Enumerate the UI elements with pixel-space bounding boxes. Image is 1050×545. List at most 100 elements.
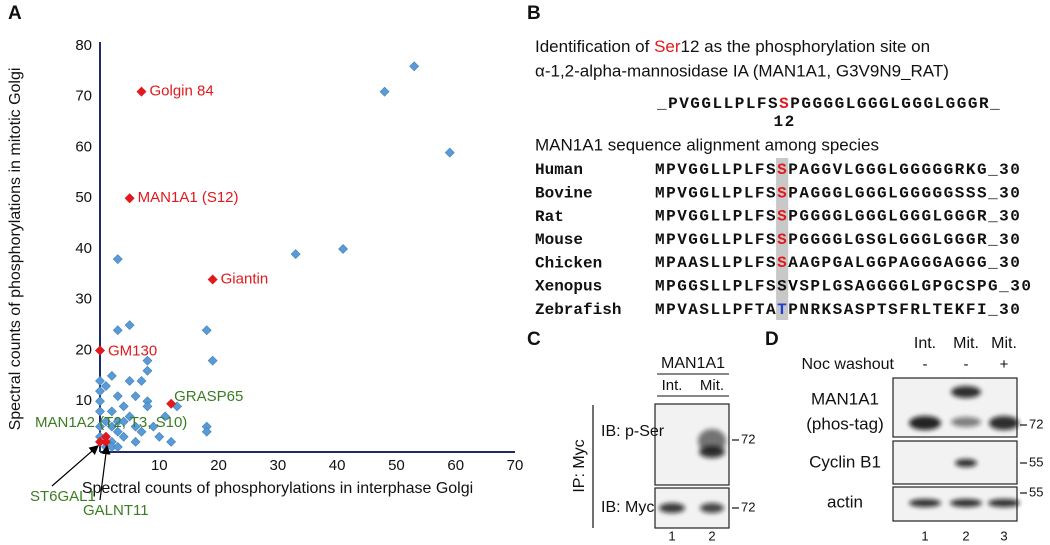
- label-arrow: [51, 445, 99, 487]
- data-point: [148, 421, 159, 432]
- sequence: MPVGGLLPLFSSPAGGVLGGGLGGGGGRKG_30: [655, 161, 1021, 179]
- data-point: [124, 376, 135, 386]
- data-point: [95, 406, 105, 417]
- seq-end: _30: [987, 254, 1021, 272]
- data-point: [112, 426, 123, 437]
- alignment-title: MAN1A1 sequence alignment among species: [535, 135, 879, 154]
- panel-letter: D: [765, 329, 779, 350]
- x-tick-label: 50: [388, 457, 405, 474]
- alignment-highlight: [776, 158, 789, 320]
- data-point: [118, 431, 129, 442]
- species: Mouse: [535, 231, 583, 249]
- highlight-point: [166, 398, 177, 409]
- data-point: [136, 426, 147, 437]
- y-tick-label: 10: [75, 392, 92, 409]
- lane-header: Int.: [662, 377, 683, 394]
- title-line: Identification of Ser12 as the phosphory…: [535, 37, 930, 56]
- point-label: GM130: [108, 342, 157, 359]
- point-label: GALNT11: [83, 502, 149, 519]
- point-label: Golgin 84: [150, 83, 214, 100]
- treatment-sign: -: [964, 356, 969, 373]
- peptide-seq: _PVGGLLPLFS: [656, 95, 779, 113]
- y-tick-label: 20: [75, 341, 92, 358]
- marker-label: 72: [741, 499, 755, 514]
- seq-residue: S: [777, 208, 788, 226]
- y-tick-label: 30: [75, 291, 92, 308]
- highlight-point: [136, 86, 147, 97]
- data-point: [201, 426, 212, 437]
- lane-header: Mit.: [953, 335, 979, 352]
- data-point: [112, 254, 123, 265]
- band: [909, 499, 941, 507]
- data-point: [124, 320, 135, 331]
- highlight-point: [95, 345, 105, 356]
- label-arrow: [99, 444, 111, 501]
- seq: MPVGGLLPLFS: [655, 231, 777, 249]
- sequence: MPVGGLLPLFSSPGGGGLGSGLGGGLGGGR_30: [655, 231, 1021, 249]
- data-point: [201, 325, 212, 336]
- lane-header: Mit.: [991, 335, 1017, 352]
- highlight-point: [95, 436, 105, 447]
- x-tick-label: 60: [447, 457, 464, 474]
- x-tick-label: 20: [210, 457, 227, 474]
- sequence: MPVGGLLPLFSSPAGGGLGGGLGGGGGSSS_30: [655, 185, 1021, 203]
- seq: AAGPGALGGPAGGGAGGG: [788, 254, 988, 272]
- data-point: [142, 365, 153, 376]
- band: [909, 416, 941, 430]
- x-axis-label: Spectral counts of phosphorylations in i…: [82, 480, 473, 497]
- band: [659, 503, 685, 513]
- data-point: [379, 86, 390, 97]
- band: [955, 459, 977, 467]
- site-number: 12: [774, 113, 796, 131]
- highlight-point: [124, 193, 135, 204]
- peptide: _PVGGLLPLFSSPGGGGLGGGLGGGLGGGR_: [656, 95, 1001, 113]
- marker-label: 72: [1029, 416, 1043, 431]
- data-point: [101, 416, 111, 427]
- data-point: [444, 147, 455, 158]
- data-point: [95, 421, 105, 432]
- data-point: [106, 370, 117, 381]
- data-point: [154, 431, 165, 442]
- point-label: MAN1A1 (S12): [138, 189, 239, 206]
- seq-residue: T: [777, 301, 788, 319]
- seq: MPVGGLLPLFS: [655, 161, 777, 179]
- title-line: α-1,2-alpha-mannosidase IA (MAN1A1, G3V9…: [535, 61, 949, 80]
- species: Human: [535, 161, 583, 179]
- data-point: [101, 381, 111, 391]
- data-point: [338, 244, 348, 254]
- point-label: GRASP65: [174, 388, 243, 405]
- data-point: [130, 421, 141, 432]
- seq-end: _30: [987, 161, 1021, 179]
- title-text: 12 as the phosphorylation site on: [681, 37, 931, 56]
- seq: MPVGGLLPLFS: [655, 185, 777, 203]
- point-label: Giantin: [221, 270, 269, 287]
- data-point: [142, 355, 153, 366]
- data-point: [112, 442, 123, 452]
- data-point: [95, 396, 105, 407]
- seq: MPAASLLPLFS: [655, 254, 777, 272]
- y-tick-label: 80: [75, 37, 92, 54]
- blot-label: IB: p-Ser: [601, 423, 665, 440]
- band: [950, 499, 982, 507]
- data-point: [142, 401, 153, 412]
- y-tick-label: 70: [75, 88, 92, 105]
- sequence: MPGGSLLPLFSSVSPLGSAGGGGLGPGCSPG_30: [655, 278, 1032, 296]
- data-point: [106, 406, 117, 417]
- lane-number: 3: [1000, 528, 1007, 543]
- point-label: ST6GAL1: [30, 488, 96, 505]
- marker-label: 55: [1029, 484, 1043, 499]
- species: Zebrafish: [535, 301, 621, 319]
- data-point: [130, 391, 141, 402]
- protein-label: MAN1A1: [661, 355, 725, 372]
- seq-residue: V: [788, 278, 799, 296]
- band: [951, 417, 981, 427]
- seq: MPVASLLPFTA: [655, 301, 777, 319]
- seq-residue: S: [777, 161, 788, 179]
- data-point: [124, 411, 135, 422]
- blot-label: IB: Myc: [601, 499, 654, 516]
- blot-label: (phos-tag): [806, 414, 883, 433]
- lane-number: 1: [921, 528, 928, 543]
- peptide-site: S: [779, 95, 790, 113]
- ip-label: IP: Myc: [571, 439, 588, 492]
